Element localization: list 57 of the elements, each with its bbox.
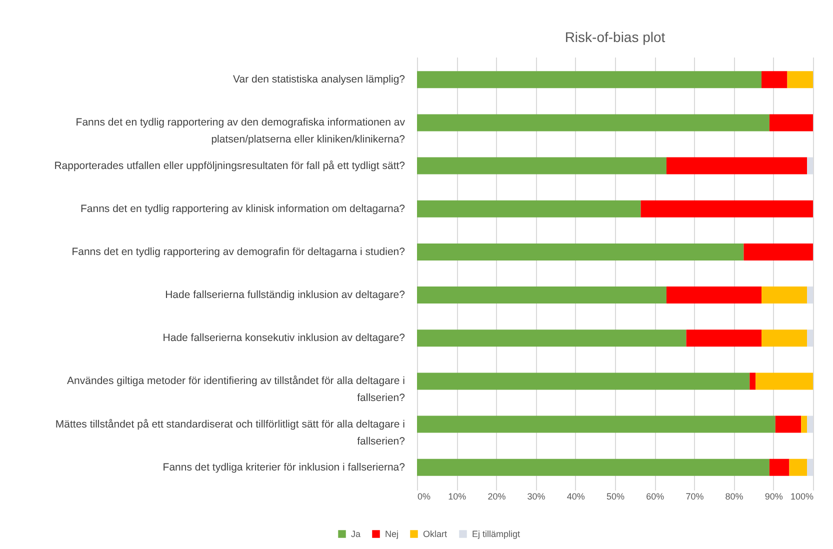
bar bbox=[640, 200, 813, 218]
bar bbox=[417, 330, 686, 347]
bar bbox=[801, 416, 808, 433]
legend-label: Ja bbox=[351, 529, 361, 539]
bar bbox=[666, 157, 808, 174]
bar bbox=[807, 286, 813, 304]
bar bbox=[807, 157, 813, 174]
x-tick-label: 20% bbox=[488, 492, 506, 502]
y-tick-label: Fanns det en tydlig rapportering av den demografiska informationen av platsen/platserna eller kliniken/klinikerna? bbox=[76, 116, 406, 146]
y-tick-label: Rapporterades utfallen eller uppföljningsresultaten för fall på ett tydligt sätt? bbox=[54, 160, 406, 172]
bar bbox=[417, 372, 750, 390]
bar bbox=[666, 286, 762, 304]
bar bbox=[417, 157, 666, 174]
bar bbox=[769, 458, 790, 476]
bar bbox=[417, 458, 770, 476]
bar bbox=[750, 372, 756, 390]
bar bbox=[789, 458, 808, 476]
x-tick-label: 60% bbox=[646, 492, 664, 502]
bar bbox=[775, 416, 802, 433]
y-tick-label: Fanns det en tydlig rapportering av klinisk information om deltagarna? bbox=[80, 202, 406, 215]
x-tick-label: 70% bbox=[686, 492, 704, 502]
x-tick-label: 100% bbox=[790, 492, 814, 502]
bar bbox=[417, 71, 762, 88]
y-tick-label: Hade fallserierna konsekutiv inklusion av deltagare? bbox=[162, 332, 406, 344]
bar bbox=[762, 330, 808, 347]
y-tick-label: Hade fallserierna fullständig inklusion av deltagare? bbox=[165, 289, 406, 302]
legend-label: Ej tillämpligt bbox=[472, 529, 521, 539]
y-tick-label: Fanns det tydliga kriterier för inklusion i fallserierna? bbox=[162, 461, 406, 474]
x-tick-label: 0% bbox=[418, 492, 431, 502]
x-tick-label: 50% bbox=[606, 492, 625, 502]
x-tick-label: 80% bbox=[725, 492, 744, 502]
legend-label: Oklart bbox=[423, 529, 448, 539]
bar bbox=[686, 330, 762, 347]
bar bbox=[417, 286, 666, 304]
y-tick-label: Fanns det en tydlig rapportering av demografin för deltagarna i studien? bbox=[72, 246, 406, 258]
bar bbox=[417, 416, 776, 433]
y-tick-label: Mättes tillståndet på ett standardiserat och tillförlitligt sätt för alla deltagare i fallserien? bbox=[55, 418, 406, 448]
bar bbox=[417, 200, 641, 218]
bar bbox=[417, 114, 770, 132]
bar bbox=[417, 243, 744, 260]
x-tick-label: 40% bbox=[566, 492, 585, 502]
y-tick-label: Användes giltiga metoder för identifiering av tillståndet för alla deltagare i fallserien? bbox=[67, 375, 406, 404]
legend-label: Nej bbox=[385, 529, 399, 539]
bar bbox=[787, 71, 813, 88]
y-tick-label: Var den statistiska analysen lämplig? bbox=[233, 74, 406, 86]
bar bbox=[807, 416, 813, 433]
bar bbox=[807, 330, 813, 347]
bar bbox=[769, 114, 813, 132]
x-tick-label: 30% bbox=[527, 492, 546, 502]
bar bbox=[807, 458, 813, 476]
bar bbox=[762, 71, 788, 88]
x-tick-label: 10% bbox=[448, 492, 466, 502]
bar bbox=[762, 286, 808, 304]
bar bbox=[756, 372, 813, 390]
x-tick-label: 90% bbox=[764, 492, 783, 502]
bar bbox=[744, 243, 813, 260]
chart-title: Risk-of-bias plot bbox=[564, 29, 666, 45]
